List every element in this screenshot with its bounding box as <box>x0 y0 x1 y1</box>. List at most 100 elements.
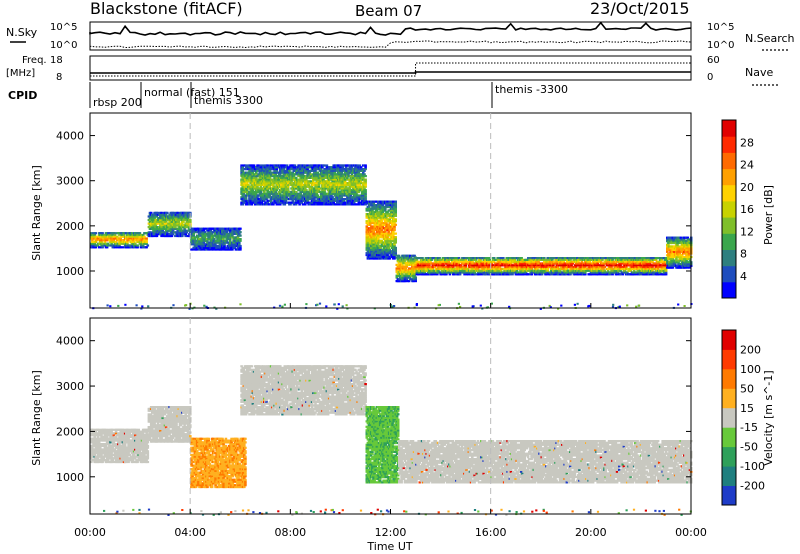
heatmap-cell <box>205 248 208 251</box>
heatmap-cell <box>255 176 258 179</box>
heatmap-cell <box>91 239 94 242</box>
heatmap-cell <box>178 226 182 229</box>
heatmap-cell <box>266 169 269 172</box>
heatmap-cell <box>317 187 321 190</box>
heatmap-cell <box>351 190 355 194</box>
heatmap-cell <box>377 236 380 239</box>
heatmap-cell <box>170 234 174 238</box>
heatmap-cell <box>341 175 345 178</box>
heatmap-cell <box>343 180 347 183</box>
heatmap-cell <box>333 175 337 178</box>
heatmap-cell <box>168 215 171 218</box>
heatmap-cell <box>318 180 322 183</box>
heatmap-cell <box>247 168 250 171</box>
heatmap-cell <box>286 178 290 181</box>
heatmap-cell <box>360 203 364 206</box>
heatmap-cell <box>374 243 378 246</box>
heatmap-cell <box>163 224 167 227</box>
heatmap-cell <box>245 201 249 204</box>
heatmap-cell <box>360 198 364 201</box>
heatmap-cell <box>153 217 156 220</box>
heatmap-cell <box>134 244 137 247</box>
heatmap-cell <box>232 236 235 239</box>
heatmap-cell <box>251 198 255 201</box>
heatmap-cell <box>267 192 271 195</box>
heatmap-cell <box>377 234 380 237</box>
heatmap-cell <box>214 231 217 234</box>
heatmap-cell <box>161 229 164 232</box>
heatmap-cell <box>359 166 363 169</box>
freq-panel <box>89 55 692 81</box>
heatmap-cell <box>323 201 326 204</box>
heatmap-cell <box>259 198 263 201</box>
heatmap-cell <box>339 180 342 183</box>
heatmap-cell <box>272 166 275 169</box>
heatmap-cell <box>301 203 305 206</box>
heatmap-cell <box>152 229 155 232</box>
heatmap-cell <box>357 203 361 206</box>
heatmap-cell <box>151 226 154 229</box>
heatmap-cell <box>293 164 297 167</box>
heatmap-cell <box>345 194 348 197</box>
nave-trace <box>90 62 691 77</box>
heatmap-cell <box>244 180 248 183</box>
station-title: Blackstone (fitACF) <box>90 0 243 18</box>
heatmap-cell <box>203 231 207 234</box>
freq-traces <box>90 62 691 77</box>
heatmap-cell <box>379 248 382 251</box>
heatmap-cell <box>279 169 282 172</box>
heatmap-cell <box>265 198 268 201</box>
heatmap-cell <box>348 189 351 192</box>
heatmap-cell <box>217 232 221 235</box>
heatmap-cell <box>358 164 362 167</box>
heatmap-cell <box>259 190 263 194</box>
heatmap-cell <box>277 190 281 194</box>
heatmap-cell <box>371 209 374 212</box>
heatmap-cell <box>365 227 369 230</box>
heatmap-cell <box>316 171 320 174</box>
heatmap-cell <box>100 240 103 244</box>
heatmap-cell <box>370 236 373 239</box>
heatmap-cell <box>304 183 307 186</box>
heatmap-cell <box>300 194 304 197</box>
heatmap-cell <box>161 222 164 225</box>
heatmap-cell <box>375 209 379 212</box>
heatmap-cell <box>294 176 298 179</box>
heatmap-cell <box>244 198 248 201</box>
heatmap-cell <box>327 169 331 172</box>
heatmap-cell <box>365 248 369 251</box>
heatmap-cell <box>201 234 205 237</box>
heatmap-cell <box>236 239 240 242</box>
heatmap-cell <box>217 241 221 244</box>
heatmap-cell <box>233 246 236 249</box>
heatmap-cell <box>255 201 258 204</box>
heatmap-cell <box>343 171 347 174</box>
heatmap-cell <box>354 175 357 178</box>
heatmap-cell <box>299 192 302 195</box>
heatmap-cell <box>258 180 262 183</box>
heatmap-cell <box>269 189 273 192</box>
heatmap-cell <box>394 232 397 235</box>
heatmap-cell <box>283 203 287 206</box>
heatmap-cell <box>197 236 200 239</box>
heatmap-cell <box>317 185 321 188</box>
heatmap-cell <box>326 182 330 185</box>
heatmap-cell <box>184 215 187 218</box>
heatmap-cell <box>119 246 122 249</box>
right-tick-nave-1: 60 <box>707 55 720 66</box>
heatmap-cell <box>296 194 299 197</box>
heatmap-cell <box>310 166 314 169</box>
heatmap-cell <box>240 171 243 174</box>
heatmap-cell <box>378 213 381 216</box>
heatmap-cell <box>283 194 287 197</box>
heatmap-cell <box>367 205 371 209</box>
date-title: 23/Oct/2015 <box>590 0 690 18</box>
heatmap-cell <box>300 176 304 179</box>
heatmap-cell <box>364 175 367 178</box>
heatmap-cell <box>143 237 146 240</box>
heatmap-cell <box>370 237 373 241</box>
heatmap-cell <box>371 248 374 251</box>
heatmap-cell <box>127 233 130 237</box>
heatmap-cell <box>349 194 353 197</box>
heatmap-cell <box>201 231 205 234</box>
